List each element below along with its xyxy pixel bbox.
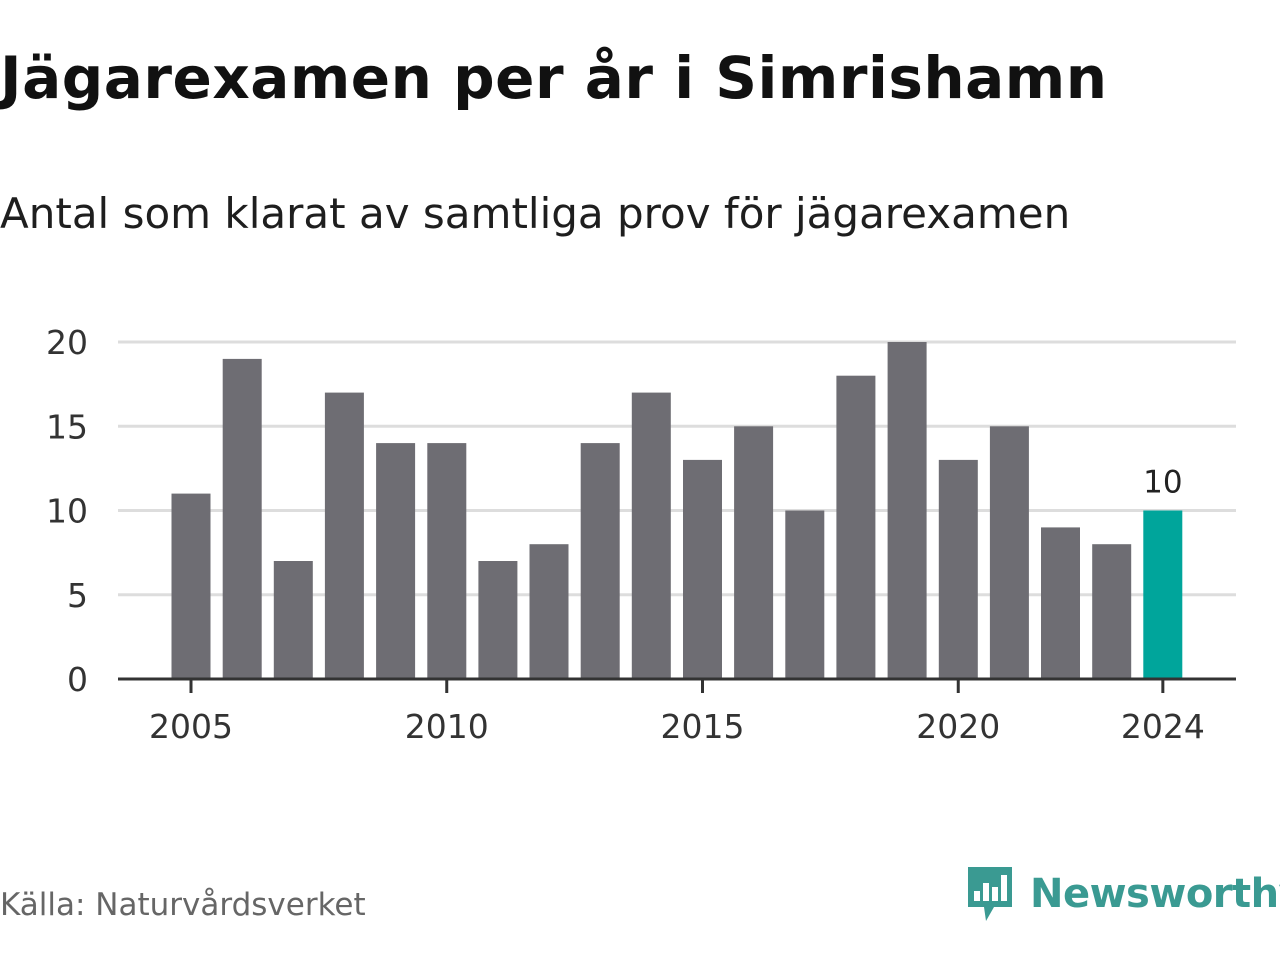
bar-2024 — [1143, 510, 1183, 679]
newsworthy-logo-icon — [968, 867, 1012, 921]
bar-2020 — [938, 459, 978, 679]
y-tick-label: 10 — [46, 492, 88, 531]
brand-name: Newsworthy — [1030, 871, 1280, 917]
y-tick-label: 0 — [67, 660, 88, 699]
x-tick-label: 2010 — [405, 707, 489, 746]
bar-2019 — [887, 342, 927, 679]
bar-2021 — [989, 426, 1029, 680]
bar-2008 — [324, 392, 364, 679]
y-tick-label: 20 — [46, 323, 88, 362]
bar-chart: 0 5 10 15 20 2005 2010 2015 2020 2024 10 — [46, 323, 1236, 746]
chart-title: Jägarexamen per år i Simrishamn — [0, 44, 1108, 112]
source-note: Källa: Naturvårdsverket — [0, 887, 366, 923]
bar-2005 — [171, 493, 211, 679]
bar-2014 — [631, 392, 671, 679]
bar-2007 — [273, 561, 313, 679]
y-tick-label: 5 — [67, 576, 88, 615]
bar-2022 — [1041, 527, 1080, 679]
data-labels: 10 — [1143, 465, 1182, 501]
x-axis-ticks: 2005 2010 2015 2020 2024 — [149, 679, 1205, 746]
data-label: 10 — [1143, 465, 1182, 501]
bar-2023 — [1092, 544, 1132, 679]
bar-2010 — [427, 443, 467, 679]
x-tick-label: 2015 — [661, 707, 745, 746]
x-tick-label: 2005 — [149, 707, 233, 746]
chart-subtitle: Antal som klarat av samtliga prov för jä… — [0, 189, 1071, 238]
brand-logo: Newsworthy — [964, 862, 1280, 926]
bar-2016 — [734, 426, 774, 680]
bar-2006 — [222, 358, 262, 679]
bar-2015 — [683, 459, 722, 679]
x-tick-label: 2024 — [1121, 707, 1205, 746]
bar-2018 — [836, 375, 876, 679]
bar-2011 — [478, 561, 518, 679]
y-axis-ticks: 0 5 10 15 20 — [46, 323, 88, 699]
bar-2017 — [785, 510, 825, 679]
bar-2009 — [376, 443, 416, 679]
x-tick-label: 2020 — [916, 707, 1000, 746]
y-tick-label: 15 — [46, 407, 88, 446]
bar-2012 — [529, 544, 569, 679]
bars — [171, 342, 1183, 680]
bar-2013 — [580, 443, 620, 679]
